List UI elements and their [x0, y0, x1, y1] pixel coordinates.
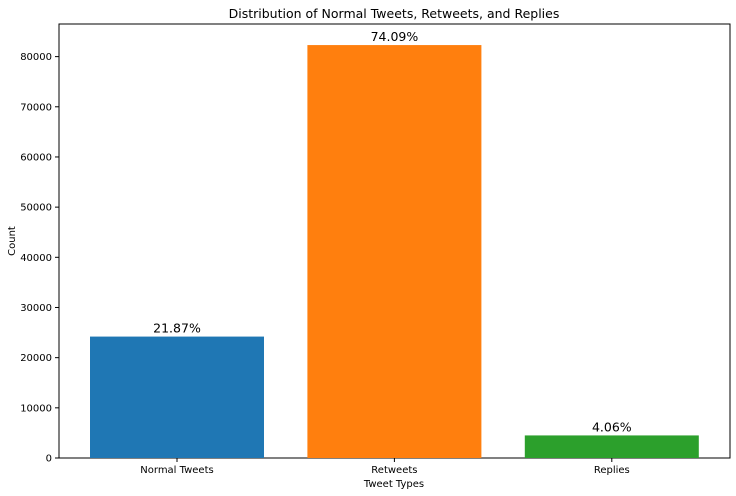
y-axis-label: Count [7, 226, 18, 256]
y-tick-label: 60000 [20, 152, 52, 163]
y-tick-label: 30000 [20, 303, 52, 314]
y-tick-label: 10000 [20, 403, 52, 414]
bar-normal-tweets [90, 336, 264, 458]
y-tick-label: 20000 [20, 353, 52, 364]
x-axis: Normal Tweets Retweets Replies [140, 458, 630, 476]
bar-data-label: 4.06% [592, 419, 632, 434]
x-tick-label: Retweets [371, 465, 417, 476]
bar-data-labels: 21.87% 74.09% 4.06% [153, 29, 632, 434]
bar-data-label: 21.87% [153, 321, 201, 336]
y-tick-label: 50000 [20, 203, 52, 214]
bar-data-label: 74.09% [371, 29, 419, 44]
y-tick-label: 40000 [20, 253, 52, 264]
x-axis-label: Tweet Types [363, 479, 424, 490]
bar-retweets [307, 45, 482, 458]
y-axis: 0 10000 20000 30000 40000 50000 60000 70000 8000… [20, 52, 59, 465]
y-tick-label: 80000 [20, 52, 52, 63]
x-tick-label: Replies [594, 465, 630, 476]
chart-title: Distribution of Normal Tweets, Retweets,… [229, 6, 560, 21]
x-tick-label: Normal Tweets [140, 465, 213, 476]
bars [90, 45, 699, 458]
y-tick-label: 0 [46, 454, 52, 465]
y-tick-label: 70000 [20, 102, 52, 113]
bar-replies [524, 435, 699, 458]
